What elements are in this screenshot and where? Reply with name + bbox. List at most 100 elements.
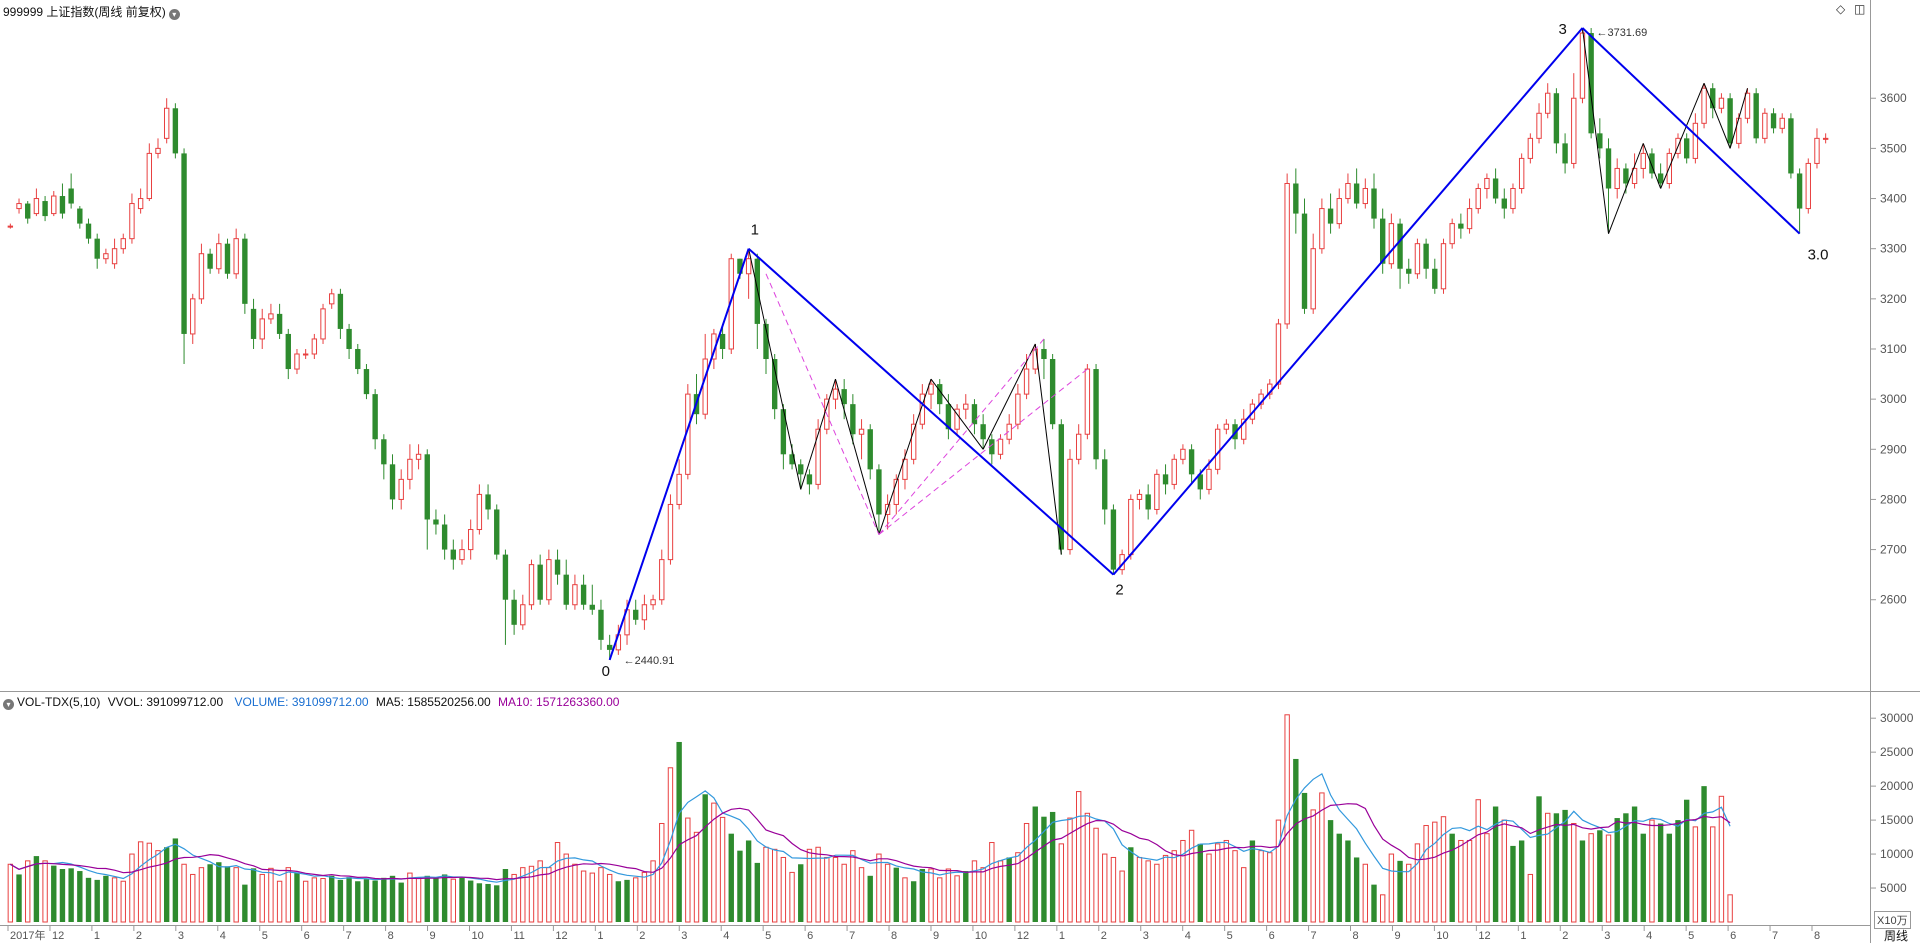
candle-body-up xyxy=(302,353,309,356)
volume-bar-down xyxy=(1293,758,1299,922)
price-y-tick-label: 3100 xyxy=(1880,342,1907,356)
candle-body-down xyxy=(94,238,100,259)
volume-bar-up xyxy=(537,860,543,923)
ma10-line xyxy=(10,803,1731,881)
volume-bar-down xyxy=(1327,820,1334,922)
volume-bar-up xyxy=(268,867,274,923)
volume-bar-up xyxy=(285,867,291,923)
volume-bar-down xyxy=(51,865,57,922)
candle-body-up xyxy=(467,529,474,551)
period-label[interactable]: 周线 xyxy=(1884,929,1909,943)
candle-body-up xyxy=(815,428,821,485)
volume-bar-down xyxy=(1623,813,1629,922)
volume-bar-up xyxy=(233,867,239,923)
volume-bar-up xyxy=(1423,825,1429,923)
candle-body-up xyxy=(259,318,265,340)
volume-bar-up xyxy=(1571,822,1577,923)
volume-bar-down xyxy=(1640,833,1646,922)
volume-bar-up xyxy=(511,873,517,923)
price-y-tick-label: 3300 xyxy=(1880,242,1907,256)
volume-bar-down xyxy=(676,741,682,922)
volume-bar-down xyxy=(745,840,752,922)
volume-y-tick-label: 30000 xyxy=(1880,711,1914,725)
candle-body-up xyxy=(476,493,483,531)
candle-body-up xyxy=(111,248,118,265)
candle-body-down xyxy=(441,524,448,550)
candle-body-down xyxy=(1041,348,1047,360)
panel-toggle-icon[interactable]: ◫ xyxy=(1854,2,1866,16)
volume-bar-down xyxy=(893,867,899,922)
candle-body-down xyxy=(1102,459,1108,510)
sub-wave-line xyxy=(748,248,802,490)
volume-bar-up xyxy=(902,877,908,923)
candle-body-up xyxy=(1814,137,1820,164)
candle-body-down xyxy=(433,519,439,525)
candle-body-up xyxy=(910,423,917,460)
x-tick-label: 10 xyxy=(471,930,483,942)
volume-bar-up xyxy=(1379,894,1386,923)
candle-body-up xyxy=(1128,498,1134,556)
candle-body-up xyxy=(659,559,665,601)
volume-bar-down xyxy=(1536,796,1542,922)
volume-y-tick-label: 5000 xyxy=(1880,881,1907,895)
chevron-down-icon[interactable]: ▾ xyxy=(3,699,14,710)
candle-body-down xyxy=(1770,113,1777,129)
diamond-icon[interactable]: ◇ xyxy=(1836,2,1846,16)
volume-bar-down xyxy=(494,885,500,922)
chevron-down-icon[interactable]: ▾ xyxy=(168,9,180,20)
price-y-tick-label: 2900 xyxy=(1880,442,1907,456)
volume-bar-up xyxy=(650,860,656,923)
volume-bar-up xyxy=(989,842,995,923)
main-wave-line xyxy=(1581,27,1801,235)
volume-bar-down xyxy=(1041,816,1047,922)
volume-bar-down xyxy=(615,881,622,922)
candle-body-down xyxy=(763,323,769,360)
volume-bar-down xyxy=(502,869,509,922)
volume-unit-label: X10万 xyxy=(1874,911,1911,929)
candle-body-up xyxy=(190,298,196,335)
candle-body-up xyxy=(1284,182,1290,325)
candle-body-down xyxy=(563,574,569,605)
volume-bar-up xyxy=(945,868,952,923)
candle-body-down xyxy=(355,348,361,370)
candle-body-up xyxy=(1319,208,1325,250)
x-tick-label: 8 xyxy=(1814,930,1820,942)
volume-bar-down xyxy=(467,880,474,922)
chart-title-bar[interactable]: 999999 上证指数(周线 前复权) ▾ xyxy=(3,3,180,20)
volume-bar-up xyxy=(1475,799,1481,923)
candle-body-up xyxy=(1718,97,1725,109)
candle-body-up xyxy=(1154,473,1160,510)
candle-body-down xyxy=(1110,509,1117,570)
x-tick-label: 1 xyxy=(597,930,603,942)
volume-bar-down xyxy=(94,879,100,922)
candle-body-down xyxy=(1301,213,1308,309)
candle-body-up xyxy=(129,203,135,240)
candle-body-down xyxy=(381,439,387,465)
volume-bar-up xyxy=(42,860,48,923)
candle-body-down xyxy=(1458,223,1464,229)
volume-bar-up xyxy=(415,877,422,923)
volume-bar-up xyxy=(659,822,665,923)
price-y-tick-label: 3600 xyxy=(1880,91,1907,105)
sub-wave-line xyxy=(982,343,1036,450)
volume-bar-up xyxy=(598,867,604,923)
sub-wave-line xyxy=(1642,143,1662,189)
volume-bar-down xyxy=(624,879,630,922)
volume-bar-up xyxy=(1154,863,1160,923)
volume-bar-down xyxy=(216,862,222,922)
volume-bar-up xyxy=(806,848,813,923)
candle-body-up xyxy=(1527,137,1534,159)
volume-bar-down xyxy=(1197,843,1203,922)
candle-body-down xyxy=(1353,183,1360,204)
volume-bar-up xyxy=(1484,833,1490,923)
candle-body-down xyxy=(1492,178,1499,199)
vvol-value: VVOL: 391099712.00 xyxy=(107,695,224,709)
volume-bar-up xyxy=(1067,817,1073,923)
candle-body-down xyxy=(68,188,74,204)
candle-body-up xyxy=(1545,92,1551,114)
volume-bar-down xyxy=(1701,786,1707,922)
candle-body-down xyxy=(1597,133,1603,149)
volume-bar-up xyxy=(1440,816,1447,923)
candle-body-up xyxy=(1692,122,1699,159)
